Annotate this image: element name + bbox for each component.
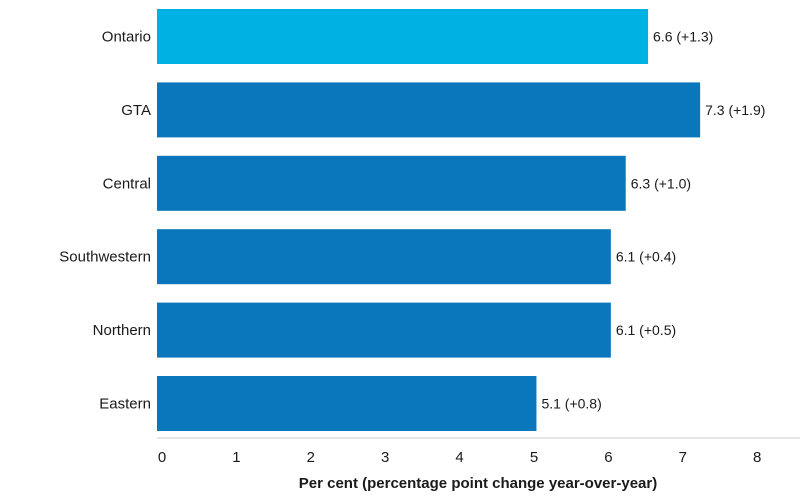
x-tick-label-8: 8 bbox=[753, 449, 761, 466]
bar-northern bbox=[157, 302, 611, 358]
x-tick-label-4: 4 bbox=[455, 449, 463, 466]
data-label-southwestern: 6.1 (+0.4) bbox=[616, 249, 676, 265]
bar-gta bbox=[157, 82, 701, 138]
x-tick-label-0: 0 bbox=[158, 449, 166, 466]
x-axis-ticks: 0 1 2 3 4 5 6 7 8 bbox=[158, 449, 762, 466]
x-tick-label-2: 2 bbox=[307, 449, 315, 466]
category-label-eastern: Eastern bbox=[99, 396, 151, 413]
data-label-central: 6.3 (+1.0) bbox=[631, 175, 691, 191]
bar-central bbox=[157, 155, 626, 211]
category-label-ontario: Ontario bbox=[102, 29, 151, 46]
x-tick-label-3: 3 bbox=[381, 449, 389, 466]
bar-ontario bbox=[157, 9, 649, 64]
category-label-northern: Northern bbox=[93, 322, 151, 339]
category-label-southwestern: Southwestern bbox=[59, 249, 151, 266]
bar-eastern bbox=[157, 376, 537, 431]
x-tick-label-5: 5 bbox=[530, 449, 538, 466]
x-tick-label-1: 1 bbox=[232, 449, 240, 466]
data-label-ontario: 6.6 (+1.3) bbox=[653, 29, 713, 45]
bars-layer bbox=[157, 9, 701, 431]
x-tick-label-6: 6 bbox=[604, 449, 612, 466]
data-label-gta: 7.3 (+1.9) bbox=[705, 102, 765, 118]
data-label-eastern: 5.1 (+0.8) bbox=[541, 396, 601, 412]
x-axis-title: Per cent (percentage point change year-o… bbox=[299, 475, 657, 492]
bar-southwestern bbox=[157, 229, 611, 285]
category-label-central: Central bbox=[103, 175, 151, 192]
data-label-northern: 6.1 (+0.5) bbox=[616, 322, 676, 338]
labels-layer: Ontario 6.6 (+1.3) GTA 7.3 (+1.9) Central 6.3… bbox=[59, 29, 765, 413]
x-tick-label-7: 7 bbox=[679, 449, 687, 466]
category-label-gta: GTA bbox=[121, 102, 151, 119]
